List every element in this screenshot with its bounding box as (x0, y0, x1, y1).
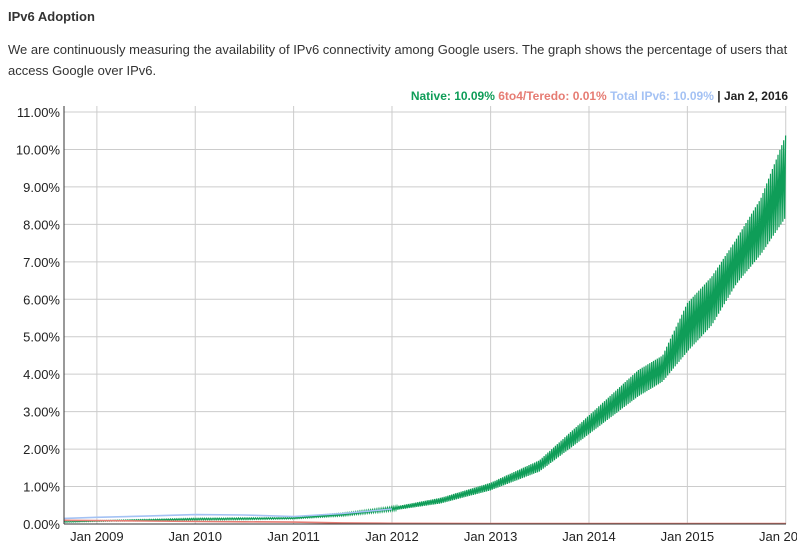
series-line (63, 519, 786, 525)
series-6to4-teredo (63, 519, 786, 525)
ipv6-adoption-chart[interactable]: 0.00% 1.00% 2.00% 3.00% 4.00% 5.00% 6.00% 7.00%… (0, 106, 797, 544)
page-description: We are continuously measuring the availa… (8, 42, 788, 78)
y-tick-label: 6.00% (23, 292, 60, 307)
y-tick-label: 3.00% (23, 405, 60, 420)
x-tick-label: Jan 2016 (759, 529, 797, 544)
legend-total: Total IPv6: 10.09% (610, 89, 714, 103)
chart-legend: Native: 10.09% 6to4/Teredo: 0.01% Total … (411, 89, 788, 103)
page-title: IPv6 Adoption (8, 9, 95, 24)
x-tick-label: Jan 2009 (70, 529, 124, 544)
legend-teredo: 6to4/Teredo: 0.01% (498, 89, 607, 103)
x-tick-label: Jan 2013 (464, 529, 518, 544)
x-tick-label: Jan 2012 (365, 529, 419, 544)
y-tick-label: 10.00% (16, 142, 61, 157)
series-line (63, 508, 393, 520)
y-tick-label: 0.00% (23, 517, 60, 532)
series-total-ipv6 (63, 508, 393, 520)
x-tick-label: Jan 2011 (267, 529, 320, 544)
legend-separator: | (717, 89, 721, 103)
y-tick-label: 4.00% (23, 367, 60, 382)
series-line (63, 135, 787, 523)
legend-date: Jan 2, 2016 (723, 89, 788, 103)
axis-layer: 0.00% 1.00% 2.00% 3.00% 4.00% 5.00% 6.00% 7.00%… (16, 106, 797, 544)
x-tick-label: Jan 2010 (168, 529, 222, 544)
y-tick-label: 11.00% (17, 106, 61, 120)
y-tick-label: 9.00% (23, 180, 60, 195)
x-tick-label: Jan 2015 (661, 529, 715, 544)
y-tick-label: 5.00% (23, 330, 60, 345)
grid-layer (64, 106, 787, 525)
y-tick-label: 8.00% (23, 217, 60, 232)
legend-native: Native: 10.09% (410, 89, 495, 103)
series-native (63, 135, 787, 523)
y-tick-label: 7.00% (23, 255, 60, 270)
y-tick-label: 1.00% (23, 480, 60, 495)
series-layer (63, 135, 787, 525)
y-tick-label: 2.00% (23, 442, 60, 457)
x-tick-label: Jan 2014 (562, 529, 616, 544)
